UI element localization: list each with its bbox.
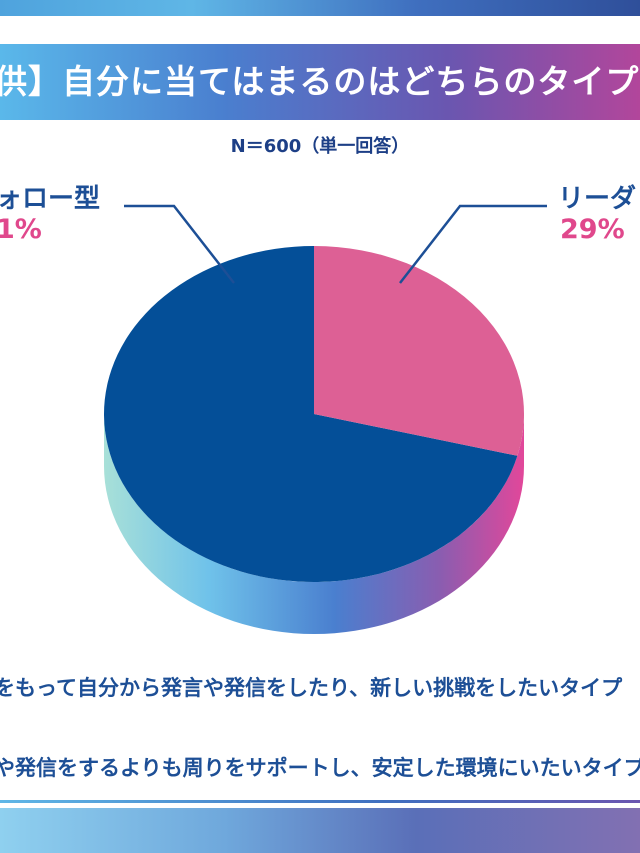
pie-slice-leader <box>314 246 525 456</box>
title-bar: 供】自分に当てはまるのはどちらのタイプですか <box>0 44 640 120</box>
leader-line-leader <box>399 204 547 284</box>
follower-label: ォロー型 <box>0 184 101 214</box>
bottom-decor-line <box>0 800 640 803</box>
top-decor-band <box>0 0 640 16</box>
sample-size-label: N＝600（単一回答） <box>230 136 410 157</box>
leader-line-follower <box>124 204 235 284</box>
leader-percent: 29% <box>560 214 625 245</box>
leader-description: をもって自分から発言や発信をしたり、新しい挑戦をしたいタイプ <box>0 676 623 700</box>
follower-description: や発信をするよりも周りをサポートし、安定した環境にいたいタイプ <box>0 756 640 780</box>
pie-slice-follower <box>104 246 518 582</box>
follower-percent: 1% <box>0 214 42 245</box>
leader-label: リーダ <box>558 184 637 214</box>
pie-side-wall <box>104 414 524 634</box>
chart-title: 供】自分に当てはまるのはどちらのタイプですか <box>0 62 640 101</box>
bottom-decor-band <box>0 808 640 853</box>
